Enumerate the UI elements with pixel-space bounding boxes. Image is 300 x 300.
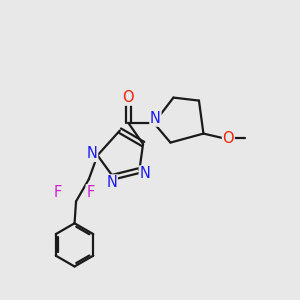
- Text: O: O: [223, 130, 234, 146]
- Text: F: F: [54, 185, 62, 200]
- Text: N: N: [150, 111, 161, 126]
- Text: N: N: [106, 175, 117, 190]
- Text: O: O: [122, 90, 134, 105]
- Text: N: N: [87, 146, 98, 161]
- Text: F: F: [86, 185, 94, 200]
- Text: N: N: [139, 166, 150, 181]
